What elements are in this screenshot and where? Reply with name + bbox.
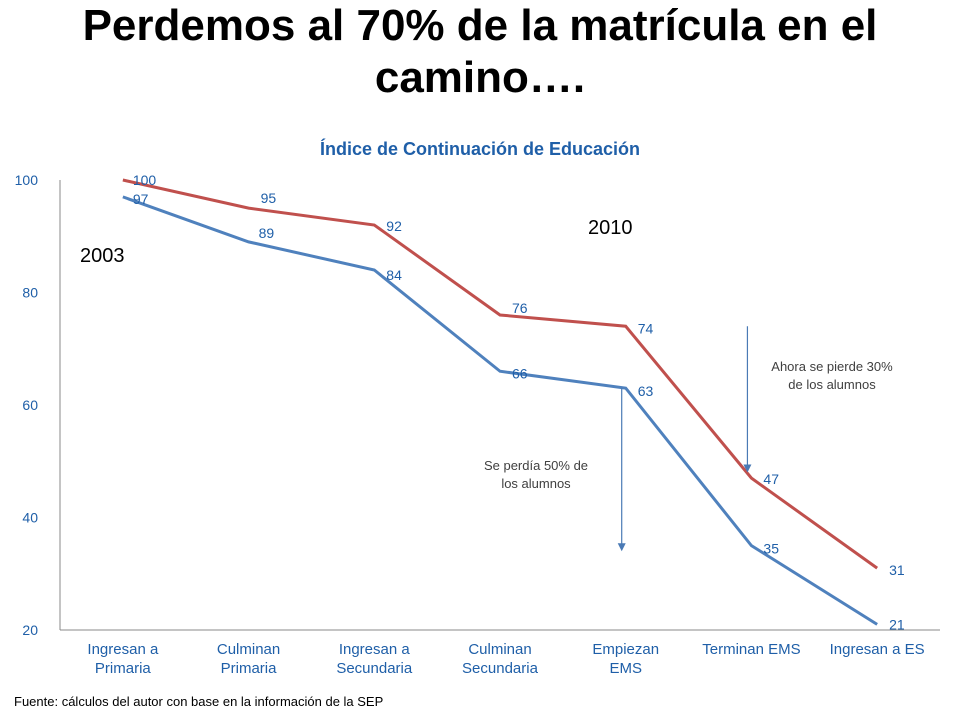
series-name-label-2010: 2010 <box>588 217 633 239</box>
chart-title: Índice de Continuación de Educación <box>320 138 640 159</box>
data-label-2010: 47 <box>763 471 779 487</box>
series-line-2010 <box>122 178 879 570</box>
y-tick-label: 60 <box>22 397 38 413</box>
data-label-2003: 21 <box>889 616 905 632</box>
y-tick-label: 100 <box>15 172 39 188</box>
data-label-2003: 97 <box>133 191 149 207</box>
data-label-2003: 89 <box>259 225 275 241</box>
annotation-text: Se perdía 50% de los alumnos <box>484 458 588 491</box>
annotation-text: Ahora se pierde 30% de los alumnos <box>771 359 893 392</box>
data-label-2010: 31 <box>889 562 905 578</box>
x-tick-label: Terminan EMS <box>702 641 800 658</box>
data-label-2003: 66 <box>512 365 528 381</box>
data-label-2010: 76 <box>512 300 528 316</box>
data-label-2010: 92 <box>386 218 402 234</box>
data-label-2010: 95 <box>261 190 277 206</box>
data-label-2003: 84 <box>386 267 402 283</box>
x-tick-label: Ingresan a Primaria <box>87 641 159 677</box>
x-tick-label: Empiezan EMS <box>592 641 659 677</box>
data-label-2010: 74 <box>638 320 654 336</box>
data-label-2010: 100 <box>133 172 157 188</box>
data-label-2003: 63 <box>638 383 654 399</box>
x-tick-label: Ingresan a Secundaria <box>336 641 413 677</box>
annotation-arrowhead <box>743 464 752 473</box>
data-label-2003: 35 <box>763 541 779 557</box>
x-tick-label: Culminan Primaria <box>217 641 280 677</box>
y-tick-label: 80 <box>22 285 38 301</box>
slide-title: Perdemos al 70% de la matrícula en el ca… <box>82 1 878 102</box>
annotation-arrowhead <box>617 543 626 552</box>
y-tick-label: 20 <box>22 622 38 638</box>
y-tick-label: 40 <box>22 510 38 526</box>
x-tick-label: Culminan Secundaria <box>462 641 539 677</box>
source-note: Fuente: cálculos del autor con base en l… <box>14 694 384 709</box>
series-line-2003 <box>122 195 878 626</box>
series-name-label-2003: 2003 <box>80 245 125 267</box>
x-tick-label: Ingresan a ES <box>830 641 925 658</box>
